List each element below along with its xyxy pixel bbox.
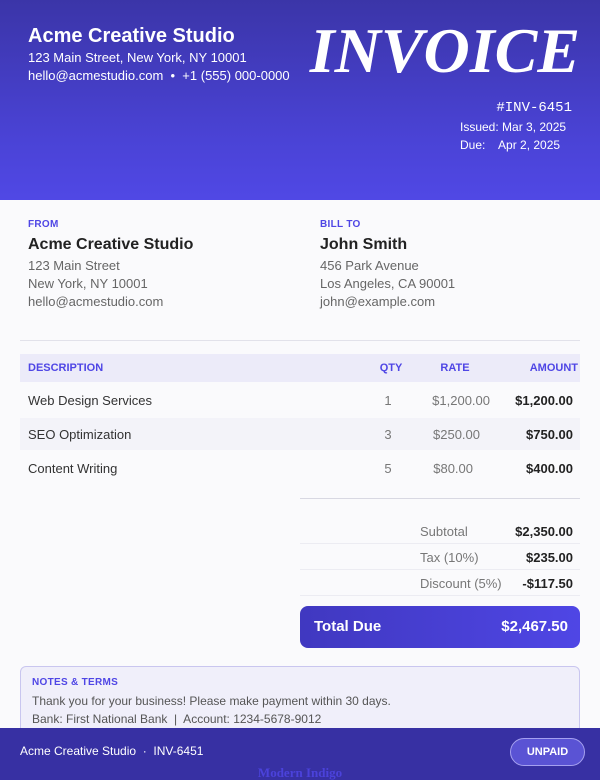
subtotal-value: $2,350.00 — [515, 524, 573, 539]
from-name: Acme Creative Studio — [28, 236, 194, 253]
due-date: Due: Apr 2, 2025 — [460, 138, 561, 152]
table-header-bg — [20, 354, 580, 382]
bill-to-line: john@example.com — [320, 294, 436, 309]
bill-to-line: 456 Park Avenue — [320, 258, 419, 273]
header-band — [0, 0, 600, 200]
status-badge[interactable]: UNPAID — [510, 738, 585, 766]
item-qty: 5 — [384, 461, 392, 476]
item-rate: $1,200.00 — [432, 393, 490, 408]
divider — [300, 498, 580, 499]
bill-to-line: Los Angeles, CA 90001 — [320, 276, 456, 291]
item-rate: $250.00 — [433, 427, 480, 442]
footer-text: Acme Creative Studio · INV-6451 — [20, 744, 204, 758]
item-qty: 3 — [384, 427, 392, 442]
invoice-title: INVOICE — [309, 15, 580, 86]
from-line: 123 Main Street — [28, 258, 120, 273]
total-label: Total Due — [314, 618, 382, 635]
divider — [20, 340, 580, 341]
total-value: $2,467.50 — [501, 618, 568, 635]
company-name: Acme Creative Studio — [28, 25, 235, 47]
tax-value: $235.00 — [526, 550, 573, 565]
notes-line: Thank you for your business! Please make… — [32, 694, 391, 708]
item-amount: $750.00 — [526, 427, 573, 442]
discount-value: -$117.50 — [522, 576, 573, 591]
item-description: Content Writing — [28, 461, 118, 476]
subtotal-label: Subtotal — [420, 524, 468, 539]
divider — [300, 543, 580, 544]
item-description: SEO Optimization — [28, 427, 132, 442]
from-line: hello@acmestudio.com — [28, 294, 164, 309]
discount-label: Discount (5%) — [420, 576, 502, 591]
item-amount: $400.00 — [526, 461, 573, 476]
item-amount: $1,200.00 — [515, 393, 573, 408]
company-contact: hello@acmestudio.com • +1 (555) 000-0000 — [28, 68, 290, 83]
column-header: RATE — [440, 362, 470, 374]
column-header: QTY — [379, 362, 403, 374]
issued-date: Issued: Mar 3, 2025 — [460, 120, 567, 134]
row-stripe — [20, 418, 580, 450]
bill-to-label: BILL TO — [320, 219, 361, 230]
total-box — [300, 606, 580, 648]
from-label: FROM — [28, 219, 59, 230]
item-qty: 1 — [384, 393, 392, 408]
divider — [300, 569, 580, 570]
watermark: Modern Indigo — [257, 765, 343, 780]
notes-line: Bank: First National Bank | Account: 123… — [32, 712, 322, 726]
tax-label: Tax (10%) — [420, 550, 479, 565]
footer-band — [0, 728, 600, 780]
notes-title: NOTES & TERMS — [32, 677, 119, 688]
company-address: 123 Main Street, New York, NY 10001 — [28, 50, 247, 65]
column-header: DESCRIPTION — [28, 362, 104, 374]
item-description: Web Design Services — [28, 393, 153, 408]
bill-to-name: John Smith — [320, 236, 408, 253]
item-rate: $80.00 — [433, 461, 473, 476]
column-header: AMOUNT — [529, 362, 578, 374]
invoice-number: #INV-6451 — [496, 100, 572, 116]
divider — [300, 595, 580, 596]
from-line: New York, NY 10001 — [28, 276, 148, 291]
